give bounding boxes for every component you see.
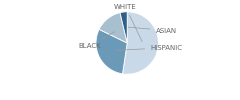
Wedge shape — [120, 12, 127, 43]
Wedge shape — [99, 13, 127, 43]
Wedge shape — [122, 12, 158, 74]
Text: ASIAN: ASIAN — [128, 27, 177, 34]
Text: BLACK: BLACK — [78, 32, 115, 49]
Text: HISPANIC: HISPANIC — [116, 45, 182, 51]
Wedge shape — [96, 29, 127, 74]
Text: WHITE: WHITE — [114, 4, 142, 42]
